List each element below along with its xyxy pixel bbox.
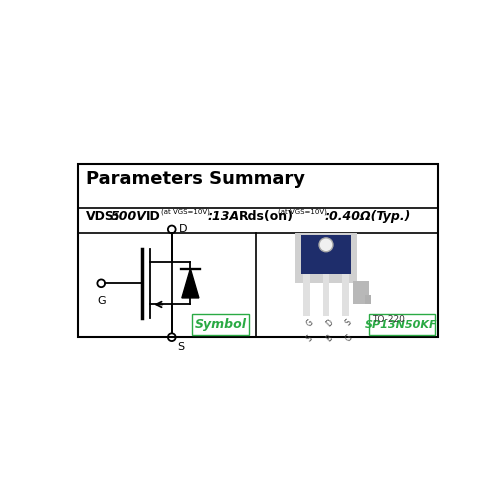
Text: D: D — [324, 318, 334, 328]
Text: :13A: :13A — [208, 210, 240, 223]
Circle shape — [319, 238, 333, 252]
Text: B: B — [324, 334, 334, 344]
Bar — [295, 233, 357, 283]
Text: :0.40Ω(Typ.): :0.40Ω(Typ.) — [324, 210, 410, 223]
Text: G: G — [97, 296, 106, 306]
Text: S: S — [304, 334, 314, 343]
Bar — [353, 282, 368, 304]
Text: Symbol: Symbol — [194, 318, 246, 331]
Bar — [368, 314, 434, 336]
Text: TO-220: TO-220 — [372, 316, 406, 324]
Bar — [301, 235, 351, 274]
Text: G: G — [344, 334, 354, 344]
Text: VDS:: VDS: — [86, 210, 120, 223]
Text: SP13N50KF: SP13N50KF — [365, 320, 438, 330]
Bar — [303, 274, 310, 316]
Text: 500V: 500V — [111, 210, 147, 223]
Text: Parameters Summary: Parameters Summary — [86, 170, 305, 188]
Text: D: D — [179, 224, 187, 234]
Text: Rds(on): Rds(on) — [239, 210, 294, 223]
Bar — [78, 164, 438, 337]
Bar — [192, 314, 248, 336]
Text: (at VGS=10V): (at VGS=10V) — [162, 209, 210, 216]
Polygon shape — [182, 268, 199, 298]
Text: S: S — [178, 342, 184, 352]
Bar — [365, 295, 370, 304]
Text: ID: ID — [146, 210, 160, 223]
Text: S: S — [344, 318, 353, 328]
Bar — [322, 274, 330, 316]
Bar — [342, 274, 349, 316]
Text: G: G — [304, 318, 315, 328]
Text: (at VGS=10V): (at VGS=10V) — [278, 209, 326, 216]
